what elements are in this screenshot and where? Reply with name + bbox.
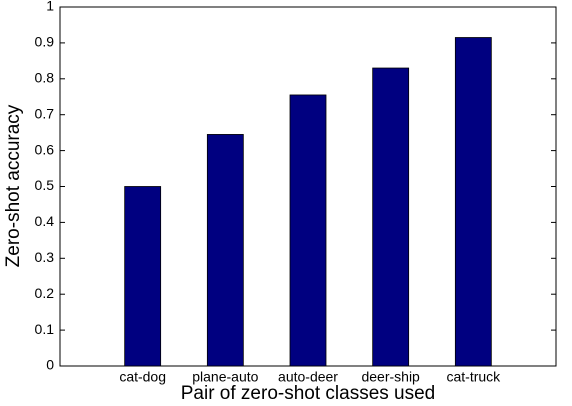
bar [124,186,162,367]
y-tick-label: 0.9 [35,34,55,50]
x-tick-label: cat-dog [119,369,166,385]
y-axis-label: Zero-shot accuracy [3,104,24,267]
bar [289,94,327,367]
y-tick-label: 1 [46,0,54,14]
bar [454,37,492,367]
y-tick-label: 0.1 [35,321,55,337]
y-tick-label: 0.7 [35,105,55,121]
x-tick-label: auto-deer [278,369,338,385]
x-tick-label: deer-ship [361,369,420,385]
y-tick-label: 0.6 [35,141,55,157]
bar [372,67,410,367]
y-tick-label: 0 [46,357,54,373]
y-tick-label: 0.3 [35,249,55,265]
x-axis-label: Pair of zero-shot classes used [181,383,436,404]
bar [206,134,244,367]
x-tick-label: cat-truck [446,369,501,385]
y-tick-label: 0.2 [35,285,55,301]
y-tick-label: 0.5 [35,177,55,193]
y-tick-label: 0.8 [35,70,55,86]
y-tick-label: 0.4 [35,213,55,229]
x-tick-label: plane-auto [192,369,258,385]
